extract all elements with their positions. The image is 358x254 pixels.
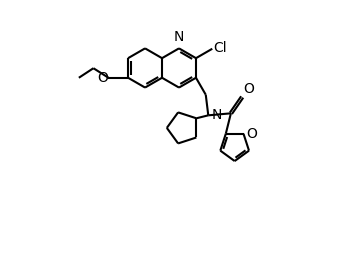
Text: N: N (174, 30, 184, 44)
Text: N: N (211, 108, 222, 122)
Text: O: O (97, 71, 108, 85)
Text: O: O (246, 127, 257, 141)
Text: O: O (243, 82, 254, 96)
Text: Cl: Cl (213, 41, 227, 55)
